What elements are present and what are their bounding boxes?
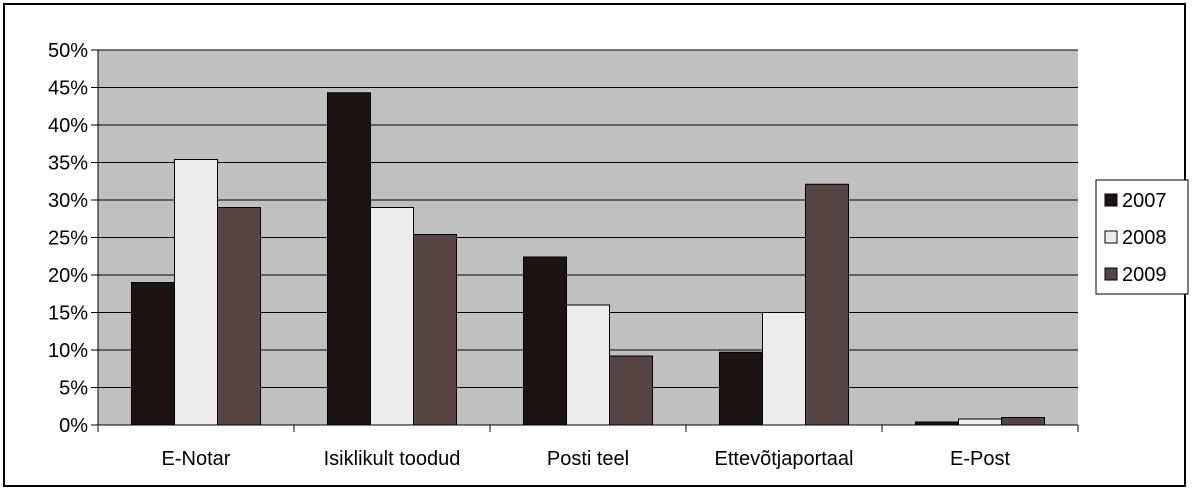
x-tick-label: E-Post bbox=[950, 448, 1010, 470]
y-tick-label: 0% bbox=[59, 415, 88, 437]
legend-swatch-2009 bbox=[1104, 267, 1118, 281]
bar-2009 bbox=[1001, 417, 1045, 426]
legend-swatch-2008 bbox=[1104, 230, 1118, 244]
y-tick-label: 30% bbox=[48, 190, 88, 212]
y-tick-label: 40% bbox=[48, 115, 88, 137]
bar-2008 bbox=[174, 159, 218, 426]
x-tick-label: Ettevõtjaportaal bbox=[715, 448, 854, 470]
y-tick-label: 10% bbox=[48, 340, 88, 362]
legend-label-2007: 2007 bbox=[1122, 190, 1167, 212]
bar-2008 bbox=[370, 207, 414, 426]
bar-2008 bbox=[762, 312, 806, 426]
legend: 2007 2008 2009 bbox=[1095, 179, 1189, 295]
x-tick-label: E-Notar bbox=[162, 448, 231, 470]
bar-2008 bbox=[958, 418, 1002, 426]
axes bbox=[91, 49, 1079, 432]
y-tick-label: 50% bbox=[48, 40, 88, 62]
bars bbox=[131, 92, 1045, 426]
bar-2009 bbox=[217, 207, 261, 426]
y-tick-label: 20% bbox=[48, 265, 88, 287]
y-tick-label: 25% bbox=[48, 228, 88, 250]
bar-2009 bbox=[413, 234, 457, 426]
x-tick-label: Posti teel bbox=[547, 448, 629, 470]
y-tick-label: 45% bbox=[48, 78, 88, 100]
bar-2009 bbox=[609, 355, 653, 426]
legend-label-2008: 2008 bbox=[1122, 227, 1167, 249]
x-tick-label: Isiklikult toodud bbox=[324, 448, 461, 470]
legend-swatch-2007 bbox=[1104, 193, 1118, 207]
tick-labels: 0% 5% 10% 15% 20% 25% 30% 35% 40% 45% 50% E-Notar Is… bbox=[48, 40, 1010, 470]
y-tick-label: 5% bbox=[59, 378, 88, 400]
legend-label-2009: 2009 bbox=[1122, 264, 1167, 286]
bar-2009 bbox=[805, 183, 849, 426]
bar-2007 bbox=[523, 256, 567, 426]
bar-2008 bbox=[566, 304, 610, 426]
y-tick-label: 35% bbox=[48, 153, 88, 175]
bar-2007 bbox=[131, 282, 175, 426]
y-tick-label: 15% bbox=[48, 303, 88, 325]
bar-2007 bbox=[719, 351, 763, 426]
bar-2007 bbox=[327, 92, 371, 426]
